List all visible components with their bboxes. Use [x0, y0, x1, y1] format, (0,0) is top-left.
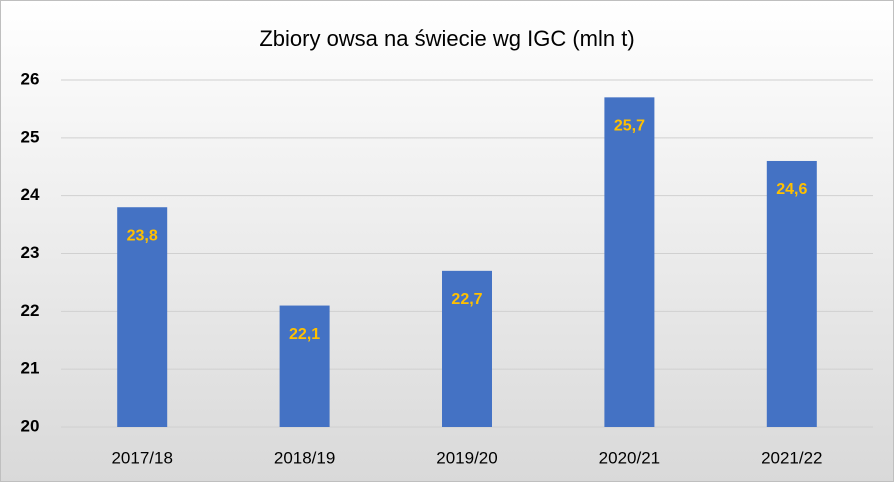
y-tick-label: 22: [21, 301, 40, 320]
y-tick-label: 26: [21, 69, 40, 88]
value-label: 23,8: [127, 227, 158, 244]
value-label: 22,1: [289, 326, 320, 343]
value-label: 24,6: [776, 181, 807, 198]
bar: [117, 207, 168, 427]
x-tick-label: 2020/21: [599, 448, 660, 467]
value-label: 25,7: [614, 118, 645, 135]
y-tick-label: 21: [21, 359, 40, 378]
bar: [442, 270, 492, 427]
value-label: 22,7: [451, 291, 482, 308]
y-tick-label: 25: [21, 127, 40, 146]
bar: [604, 97, 655, 427]
x-tick-label: 2017/18: [111, 448, 172, 467]
x-tick-label: 2019/20: [436, 448, 497, 467]
bar: [766, 160, 817, 427]
x-tick-label: 2021/22: [761, 448, 822, 467]
chart-title: Zbiory owsa na świecie wg IGC (mln t): [259, 26, 634, 51]
x-tick-label: 2018/19: [274, 448, 335, 467]
y-tick-label: 20: [21, 416, 40, 435]
y-tick-label: 23: [21, 243, 40, 262]
bar: [279, 305, 330, 427]
y-tick-label: 24: [21, 185, 40, 204]
